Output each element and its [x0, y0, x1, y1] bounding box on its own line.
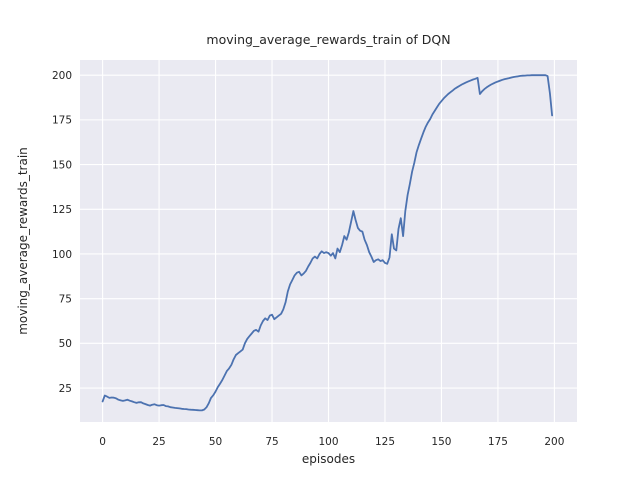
- y-tick-label: 50: [59, 338, 72, 350]
- x-tick-label: 75: [265, 436, 278, 448]
- x-tick-label: 100: [318, 436, 338, 448]
- x-tick-label: 200: [544, 436, 564, 448]
- y-axis-label: moving_average_rewards_train: [16, 147, 30, 335]
- y-tick-label: 200: [52, 70, 72, 82]
- x-tick-label: 125: [375, 436, 395, 448]
- data-line: [101, 74, 553, 412]
- y-tick-label: 25: [59, 383, 72, 395]
- y-tick-label: 100: [52, 249, 72, 261]
- chart-title: moving_average_rewards_train of DQN: [206, 32, 450, 47]
- y-tick-label: 150: [52, 159, 72, 171]
- x-tick-label: 25: [152, 436, 165, 448]
- x-tick-label: 150: [431, 436, 451, 448]
- x-axis-label: episodes: [302, 452, 355, 466]
- x-tick-label: 0: [99, 436, 106, 448]
- y-tick-label: 175: [52, 115, 72, 127]
- x-tick-label: 175: [488, 436, 508, 448]
- y-tick-label: 125: [52, 204, 72, 216]
- x-tick-label: 50: [209, 436, 222, 448]
- y-tick-label: 75: [59, 293, 72, 305]
